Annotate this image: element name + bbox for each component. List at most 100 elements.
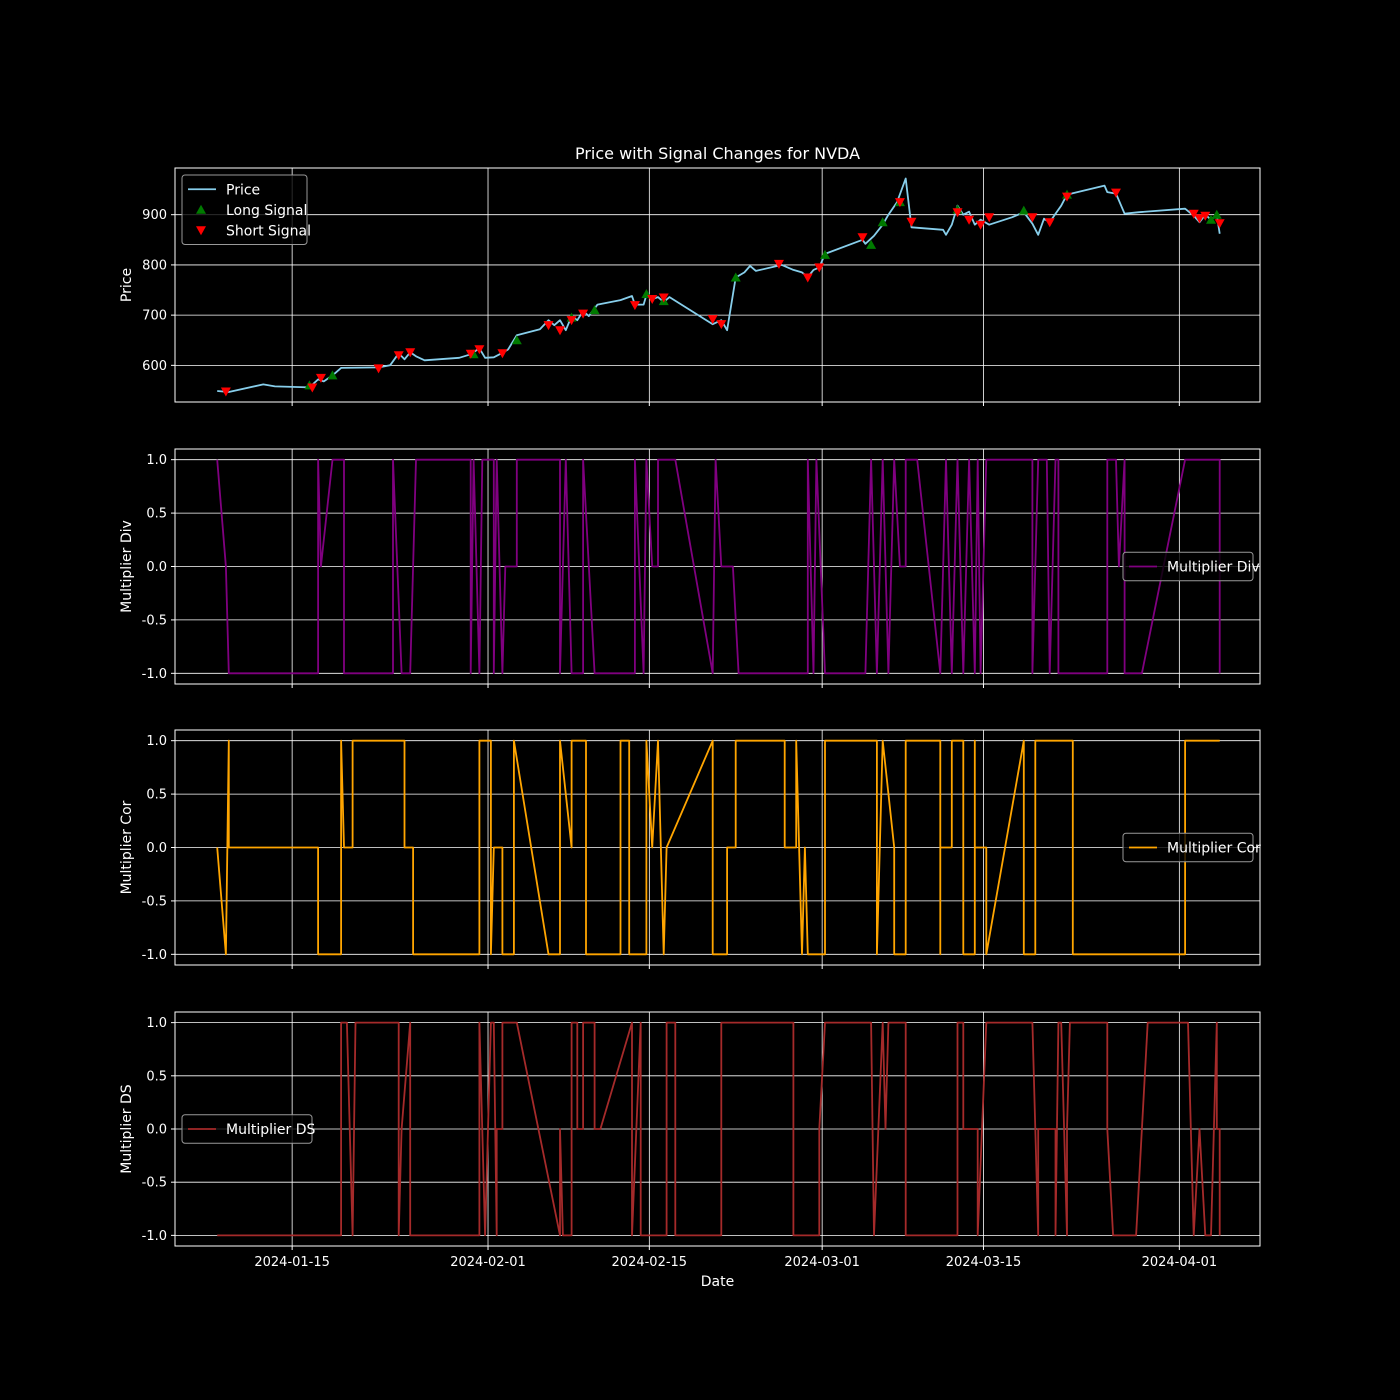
x-tick-label: 2024-03-15 — [946, 1255, 1022, 1270]
y-tick-label: 900 — [142, 208, 167, 223]
panel-4: -1.0 -0.5 0.0 0.5 1.0 Multiplier DS Multiplier… — [119, 1011, 1261, 1290]
y-tick-label: 1.0 — [146, 453, 167, 468]
short-signal-marker — [984, 213, 995, 223]
y-tick-label: -0.5 — [142, 613, 167, 628]
legend-entry: Multiplier DS — [226, 1122, 315, 1138]
short-signal-marker — [220, 387, 231, 397]
short-signal-marker — [1027, 213, 1038, 223]
short-signal-marker — [497, 349, 508, 359]
legend-entry: Price — [226, 182, 260, 198]
short-signal-marker — [1194, 214, 1205, 224]
short-signal-marker — [373, 364, 384, 374]
long-signal-marker — [1211, 209, 1222, 219]
legend-long-marker — [196, 204, 206, 214]
axes-frame — [174, 448, 1261, 685]
y-tick-label: -1.0 — [142, 1229, 167, 1244]
legend-box — [181, 1114, 313, 1144]
long-signal-marker — [1018, 205, 1029, 215]
legend-box — [1122, 551, 1254, 582]
short-signal-marker — [566, 316, 577, 326]
short-signal-marker — [1214, 219, 1225, 229]
axes-frame — [174, 167, 1261, 403]
panel-3: -1.0 -0.5 0.0 0.5 1.0 Multiplier Cor Multiplie… — [119, 729, 1261, 969]
legend: Multiplier Div — [1122, 551, 1260, 582]
panel-2: -1.0 -0.5 0.0 0.5 1.0 Multiplier Div Multiplie… — [119, 448, 1261, 688]
x-tick-label: 2024-02-15 — [612, 1255, 688, 1270]
y-tick-label: 0.0 — [146, 560, 167, 575]
x-tick-label: 2024-01-15 — [254, 1255, 330, 1270]
short-signal-marker — [647, 295, 658, 305]
y-tick-label: -1.0 — [142, 948, 167, 963]
legend-entry: Short Signal — [226, 223, 311, 239]
legend-box — [1122, 832, 1254, 863]
short-signal-marker — [1188, 209, 1199, 219]
y-tick-label: 0.5 — [146, 1069, 167, 1084]
short-signal-marker — [773, 259, 784, 269]
y-tick-label: 0.5 — [146, 507, 167, 522]
x-tick-label: 2024-03-01 — [784, 1255, 860, 1270]
short-signal-marker — [964, 215, 975, 225]
y-tick-label: 1.0 — [146, 1016, 167, 1031]
y-tick-label: 0.5 — [146, 788, 167, 803]
x-tick-label: 2024-02-01 — [450, 1255, 526, 1270]
short-signal-marker — [952, 208, 963, 218]
legend-entry: Multiplier Div — [1167, 560, 1260, 576]
short-signal-marker — [814, 263, 825, 273]
short-signal-marker — [658, 293, 669, 303]
short-signal-marker — [629, 301, 640, 311]
axes-frame — [174, 1011, 1261, 1247]
y-tick-label: -1.0 — [142, 667, 167, 682]
short-signal-marker — [555, 326, 566, 336]
y-tick-label: -0.5 — [142, 894, 167, 909]
legend-short-marker — [196, 226, 206, 236]
y-tick-label: 700 — [142, 309, 167, 324]
short-signal-marker — [465, 349, 476, 359]
short-signal-marker — [716, 320, 727, 330]
series-line-multiplier-div — [216, 458, 1221, 675]
short-signal-marker — [307, 383, 318, 393]
panel-1: 600 700 800 900 Price Price with Signal Chang… — [119, 144, 1261, 406]
short-signal-marker — [405, 348, 416, 358]
legend-entry: Long Signal — [226, 203, 307, 219]
chart-title: Price with Signal Changes for NVDA — [575, 144, 860, 163]
plot-area — [217, 1021, 1221, 1237]
y-axis-label: Multiplier Div — [119, 520, 135, 613]
short-signal-marker — [474, 345, 485, 355]
y-tick-label: 800 — [142, 258, 167, 273]
short-signal-marker — [1110, 188, 1121, 198]
short-signal-marker — [1200, 211, 1211, 221]
short-signal-marker — [315, 373, 326, 383]
legend: Multiplier DS — [181, 1114, 315, 1144]
plot-area — [217, 177, 1225, 397]
legend-box — [181, 174, 308, 245]
short-signal-marker — [1062, 192, 1073, 202]
plot-area — [216, 739, 1220, 956]
y-tick-label: 0.0 — [146, 1123, 167, 1138]
long-signal-marker — [327, 370, 338, 380]
legend: Price Long Signal Short Signal — [181, 174, 311, 245]
y-axis-label: Multiplier Cor — [119, 800, 135, 894]
series-line-multiplier-ds — [217, 1021, 1221, 1237]
short-signal-marker — [543, 321, 554, 331]
long-signal-marker — [511, 335, 522, 345]
legend-entry: Multiplier Cor — [1167, 841, 1261, 857]
plot-area — [216, 458, 1221, 675]
axes-frame — [174, 729, 1261, 966]
short-signal-marker — [857, 233, 868, 243]
short-signal-marker — [707, 315, 718, 325]
long-signal-marker — [589, 305, 600, 315]
y-axis-label: Price — [119, 268, 135, 302]
short-signal-marker — [906, 217, 917, 227]
series-line-multiplier-cor — [216, 739, 1220, 956]
long-signal-marker — [866, 239, 877, 249]
x-tick-label: 2024-04-01 — [1142, 1255, 1218, 1270]
long-signal-marker — [877, 217, 888, 227]
short-signal-marker — [894, 198, 905, 208]
legend: Multiplier Cor — [1122, 832, 1261, 863]
series-line-price — [217, 177, 1221, 393]
long-signal-marker — [1206, 214, 1217, 224]
short-signal-marker — [975, 220, 986, 230]
y-tick-label: -0.5 — [142, 1176, 167, 1191]
long-signal-marker — [730, 272, 741, 282]
